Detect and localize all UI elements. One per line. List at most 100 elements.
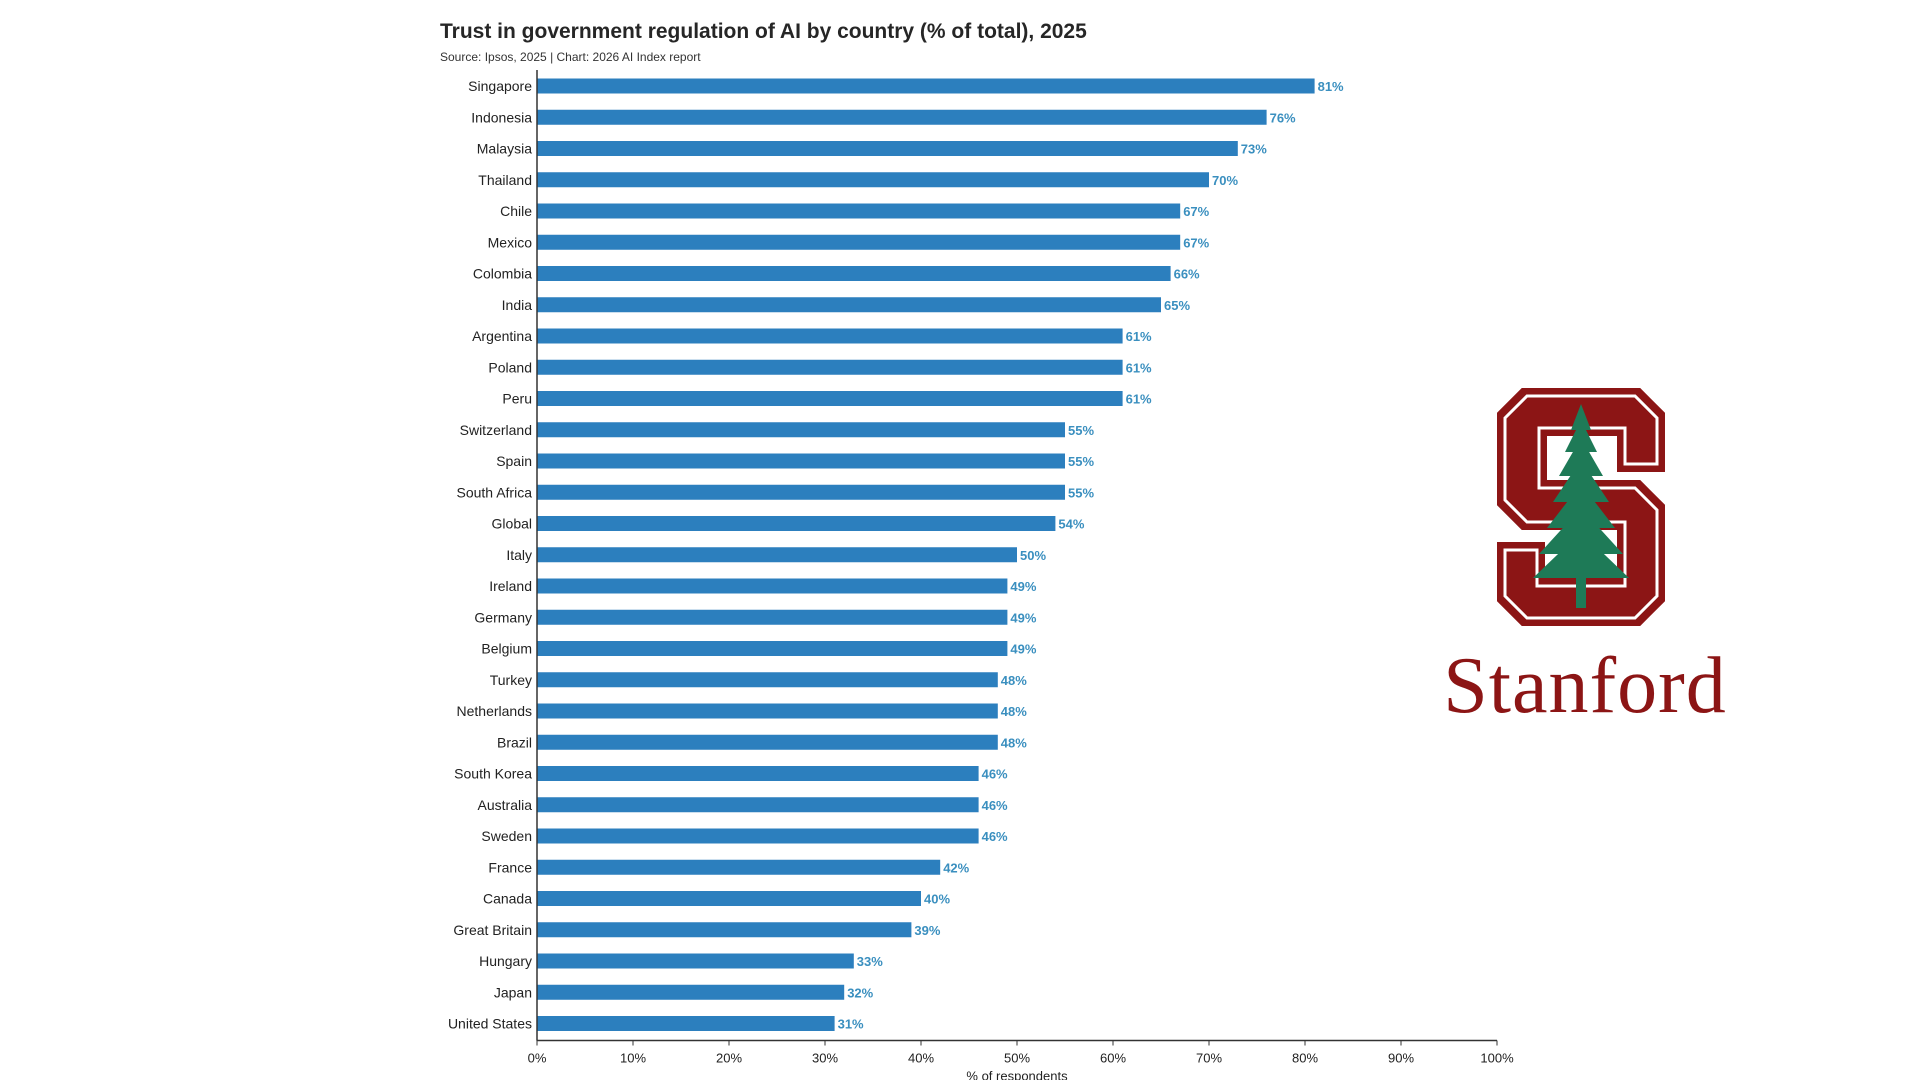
- chart-title: Trust in government regulation of AI by …: [440, 20, 1087, 43]
- category-label-ireland: Ireland: [489, 578, 532, 594]
- bar-canada: [537, 891, 921, 906]
- x-tick-label-80: 80%: [1292, 1051, 1318, 1066]
- value-label-canada: 40%: [924, 892, 950, 907]
- x-tick-label-50: 50%: [1004, 1051, 1030, 1066]
- category-label-singapore: Singapore: [468, 78, 532, 94]
- category-label-india: India: [502, 297, 533, 313]
- value-label-mexico: 67%: [1183, 235, 1209, 250]
- value-label-argentina: 61%: [1126, 329, 1152, 344]
- category-label-brazil: Brazil: [497, 734, 532, 750]
- bar-south-korea: [537, 766, 979, 781]
- category-label-netherlands: Netherlands: [457, 703, 533, 719]
- bar-peru: [537, 391, 1123, 406]
- category-label-poland: Poland: [488, 359, 532, 375]
- category-label-united-states: United States: [448, 1016, 532, 1032]
- value-label-brazil: 48%: [1001, 735, 1027, 750]
- bar-sweden: [537, 828, 979, 844]
- category-label-france: France: [488, 859, 532, 875]
- bar-switzerland: [537, 422, 1065, 438]
- category-label-belgium: Belgium: [481, 641, 532, 657]
- bar-france: [537, 859, 941, 875]
- category-label-chile: Chile: [500, 203, 532, 219]
- bar-south-africa: [537, 484, 1065, 500]
- bar-singapore: [537, 78, 1315, 94]
- value-label-switzerland: 55%: [1068, 423, 1094, 438]
- category-label-great-britain: Great Britain: [453, 922, 532, 938]
- x-tick-label-60: 60%: [1100, 1051, 1126, 1066]
- value-label-chile: 67%: [1183, 204, 1209, 219]
- x-tick-label-70: 70%: [1196, 1051, 1222, 1066]
- bar-australia: [537, 797, 979, 813]
- bar-turkey: [537, 672, 998, 688]
- bar-belgium: [537, 641, 1008, 656]
- bar-indonesia: [537, 109, 1267, 125]
- x-tick-label-100: 100%: [1480, 1051, 1514, 1066]
- value-label-germany: 49%: [1010, 610, 1036, 625]
- value-label-singapore: 81%: [1318, 79, 1344, 94]
- x-tick-label-10: 10%: [620, 1051, 646, 1066]
- stanford-tree-s-icon: [1493, 384, 1669, 630]
- category-label-global: Global: [492, 516, 532, 532]
- value-label-australia: 46%: [982, 798, 1008, 813]
- bar-thailand: [537, 172, 1209, 188]
- value-label-netherlands: 48%: [1001, 704, 1027, 719]
- bar-germany: [537, 609, 1008, 625]
- bar-chile: [537, 203, 1181, 219]
- value-label-india: 65%: [1164, 298, 1190, 313]
- value-label-united-states: 31%: [838, 1017, 864, 1032]
- category-label-italy: Italy: [506, 547, 532, 563]
- bar-ireland: [537, 578, 1008, 594]
- category-label-sweden: Sweden: [481, 828, 532, 844]
- category-label-thailand: Thailand: [478, 172, 532, 188]
- bar-netherlands: [537, 703, 998, 719]
- category-label-australia: Australia: [478, 797, 533, 813]
- category-label-switzerland: Switzerland: [460, 422, 532, 438]
- category-label-japan: Japan: [494, 984, 532, 1000]
- bar-india: [537, 297, 1161, 313]
- category-label-spain: Spain: [496, 453, 532, 469]
- category-label-south-africa: South Africa: [457, 484, 533, 500]
- value-label-france: 42%: [943, 860, 969, 875]
- value-label-turkey: 48%: [1001, 673, 1027, 688]
- value-label-south-korea: 46%: [982, 767, 1008, 782]
- x-tick-label-40: 40%: [908, 1051, 934, 1066]
- x-axis-title: % of respondents: [966, 1069, 1068, 1080]
- bar-italy: [537, 547, 1017, 563]
- value-label-peru: 61%: [1126, 392, 1152, 407]
- value-label-ireland: 49%: [1010, 579, 1036, 594]
- bar-great-britain: [537, 922, 912, 938]
- bar-brazil: [537, 734, 998, 750]
- bar-poland: [537, 359, 1123, 375]
- category-label-indonesia: Indonesia: [471, 109, 532, 125]
- category-label-colombia: Colombia: [473, 266, 532, 282]
- category-label-canada: Canada: [483, 891, 532, 907]
- category-label-mexico: Mexico: [488, 234, 533, 250]
- chart-subtitle: Source: Ipsos, 2025 | Chart: 2026 AI Ind…: [440, 50, 701, 64]
- category-label-turkey: Turkey: [490, 672, 532, 688]
- value-label-spain: 55%: [1068, 454, 1094, 469]
- bar-argentina: [537, 328, 1123, 344]
- category-label-argentina: Argentina: [472, 328, 532, 344]
- stanford-wordmark: Stanford: [1443, 642, 1727, 730]
- category-label-peru: Peru: [502, 391, 532, 407]
- stanford-logo: Stanford: [1425, 376, 1745, 756]
- value-label-indonesia: 76%: [1270, 110, 1296, 125]
- bar-japan: [537, 984, 845, 1000]
- value-label-colombia: 66%: [1174, 267, 1200, 282]
- category-label-germany: Germany: [474, 609, 532, 625]
- value-label-poland: 61%: [1126, 360, 1152, 375]
- labels-layer: Singapore 81% Indonesia 76% Malaysia 73% Thail…: [448, 78, 1344, 1032]
- value-label-thailand: 70%: [1212, 173, 1238, 188]
- value-label-global: 54%: [1058, 517, 1084, 532]
- bar-mexico: [537, 234, 1181, 250]
- x-tick-label-90: 90%: [1388, 1051, 1414, 1066]
- value-label-malaysia: 73%: [1241, 142, 1267, 157]
- category-label-hungary: Hungary: [479, 953, 532, 969]
- x-tick-label-20: 20%: [716, 1051, 742, 1066]
- bar-united-states: [537, 1016, 835, 1031]
- bars-layer: [537, 78, 1315, 1031]
- value-label-belgium: 49%: [1010, 642, 1036, 657]
- value-label-south-africa: 55%: [1068, 485, 1094, 500]
- bar-malaysia: [537, 141, 1238, 156]
